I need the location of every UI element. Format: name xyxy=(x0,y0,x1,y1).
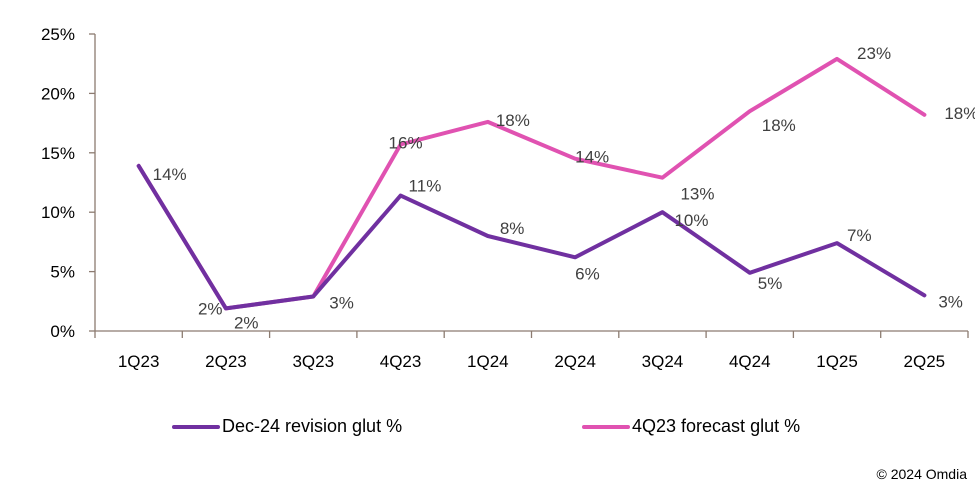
legend-label-dec24: Dec-24 revision glut % xyxy=(222,416,403,436)
y-tick-label: 15% xyxy=(41,144,75,163)
y-tick-label: 5% xyxy=(50,263,75,282)
x-tick-label: 1Q23 xyxy=(118,352,160,371)
x-tick-label: 2Q24 xyxy=(554,352,596,371)
x-tick-label: 2Q23 xyxy=(205,352,247,371)
data-label: 7% xyxy=(847,226,872,245)
x-tick-label: 2Q25 xyxy=(904,352,946,371)
legend-item-4q23-forecast: 4Q23 forecast glut % xyxy=(582,416,800,437)
x-tick-label: 4Q24 xyxy=(729,352,771,371)
y-tick-label: 0% xyxy=(50,322,75,341)
data-label: 2% xyxy=(234,313,259,332)
series-line-dec24-revision xyxy=(136,163,927,311)
data-label: 3% xyxy=(938,292,963,311)
data-label: 14% xyxy=(153,165,187,184)
data-label: 14% xyxy=(575,148,609,167)
legend-item-dec24-revision: Dec-24 revision glut % xyxy=(172,416,402,437)
data-label: 10% xyxy=(674,211,708,230)
data-label: 18% xyxy=(496,111,530,130)
data-label: 13% xyxy=(680,185,714,204)
y-tick-label: 20% xyxy=(41,84,75,103)
y-tick-label: 25% xyxy=(41,25,75,44)
chart-series xyxy=(136,56,927,311)
data-label: 6% xyxy=(575,264,600,283)
x-tick-label: 3Q24 xyxy=(642,352,684,371)
x-tick-label: 4Q23 xyxy=(380,352,422,371)
copyright-notice: © 2024 Omdia xyxy=(876,466,967,482)
series-line-4q23-forecast xyxy=(136,56,927,311)
data-label: 8% xyxy=(500,219,525,238)
data-label: 3% xyxy=(329,294,354,313)
chart-legend: Dec-24 revision glut % 4Q23 forecast glu… xyxy=(0,416,975,442)
x-tick-label: 1Q24 xyxy=(467,352,509,371)
data-label: 5% xyxy=(758,274,783,293)
x-tick-label: 3Q23 xyxy=(292,352,334,371)
x-tick-label: 1Q25 xyxy=(816,352,858,371)
data-label: 11% xyxy=(409,177,442,196)
chart-axes: 0% 5% 10% 15% 20% 25% 1Q23 2Q23 3Q23 4Q23 1Q24 2Q24… xyxy=(41,25,969,371)
data-label: 16% xyxy=(389,133,423,152)
chart-data-labels: 14% 2% 16% 18% 14% 13% 18% 23% 18% 2% 3% 11% 8% 6% 10%… xyxy=(153,44,975,332)
data-label: 23% xyxy=(857,44,891,63)
data-label: 18% xyxy=(944,104,975,123)
data-label: 18% xyxy=(762,116,796,135)
legend-swatch-4q23 xyxy=(582,424,630,429)
legend-swatch-dec24 xyxy=(172,424,220,429)
legend-label-4q23: 4Q23 forecast glut % xyxy=(632,416,801,436)
line-chart: 0% 5% 10% 15% 20% 25% 1Q23 2Q23 3Q23 4Q23 1Q24 2Q24… xyxy=(41,25,975,371)
data-label: 2% xyxy=(198,299,223,318)
y-tick-label: 10% xyxy=(41,203,75,222)
